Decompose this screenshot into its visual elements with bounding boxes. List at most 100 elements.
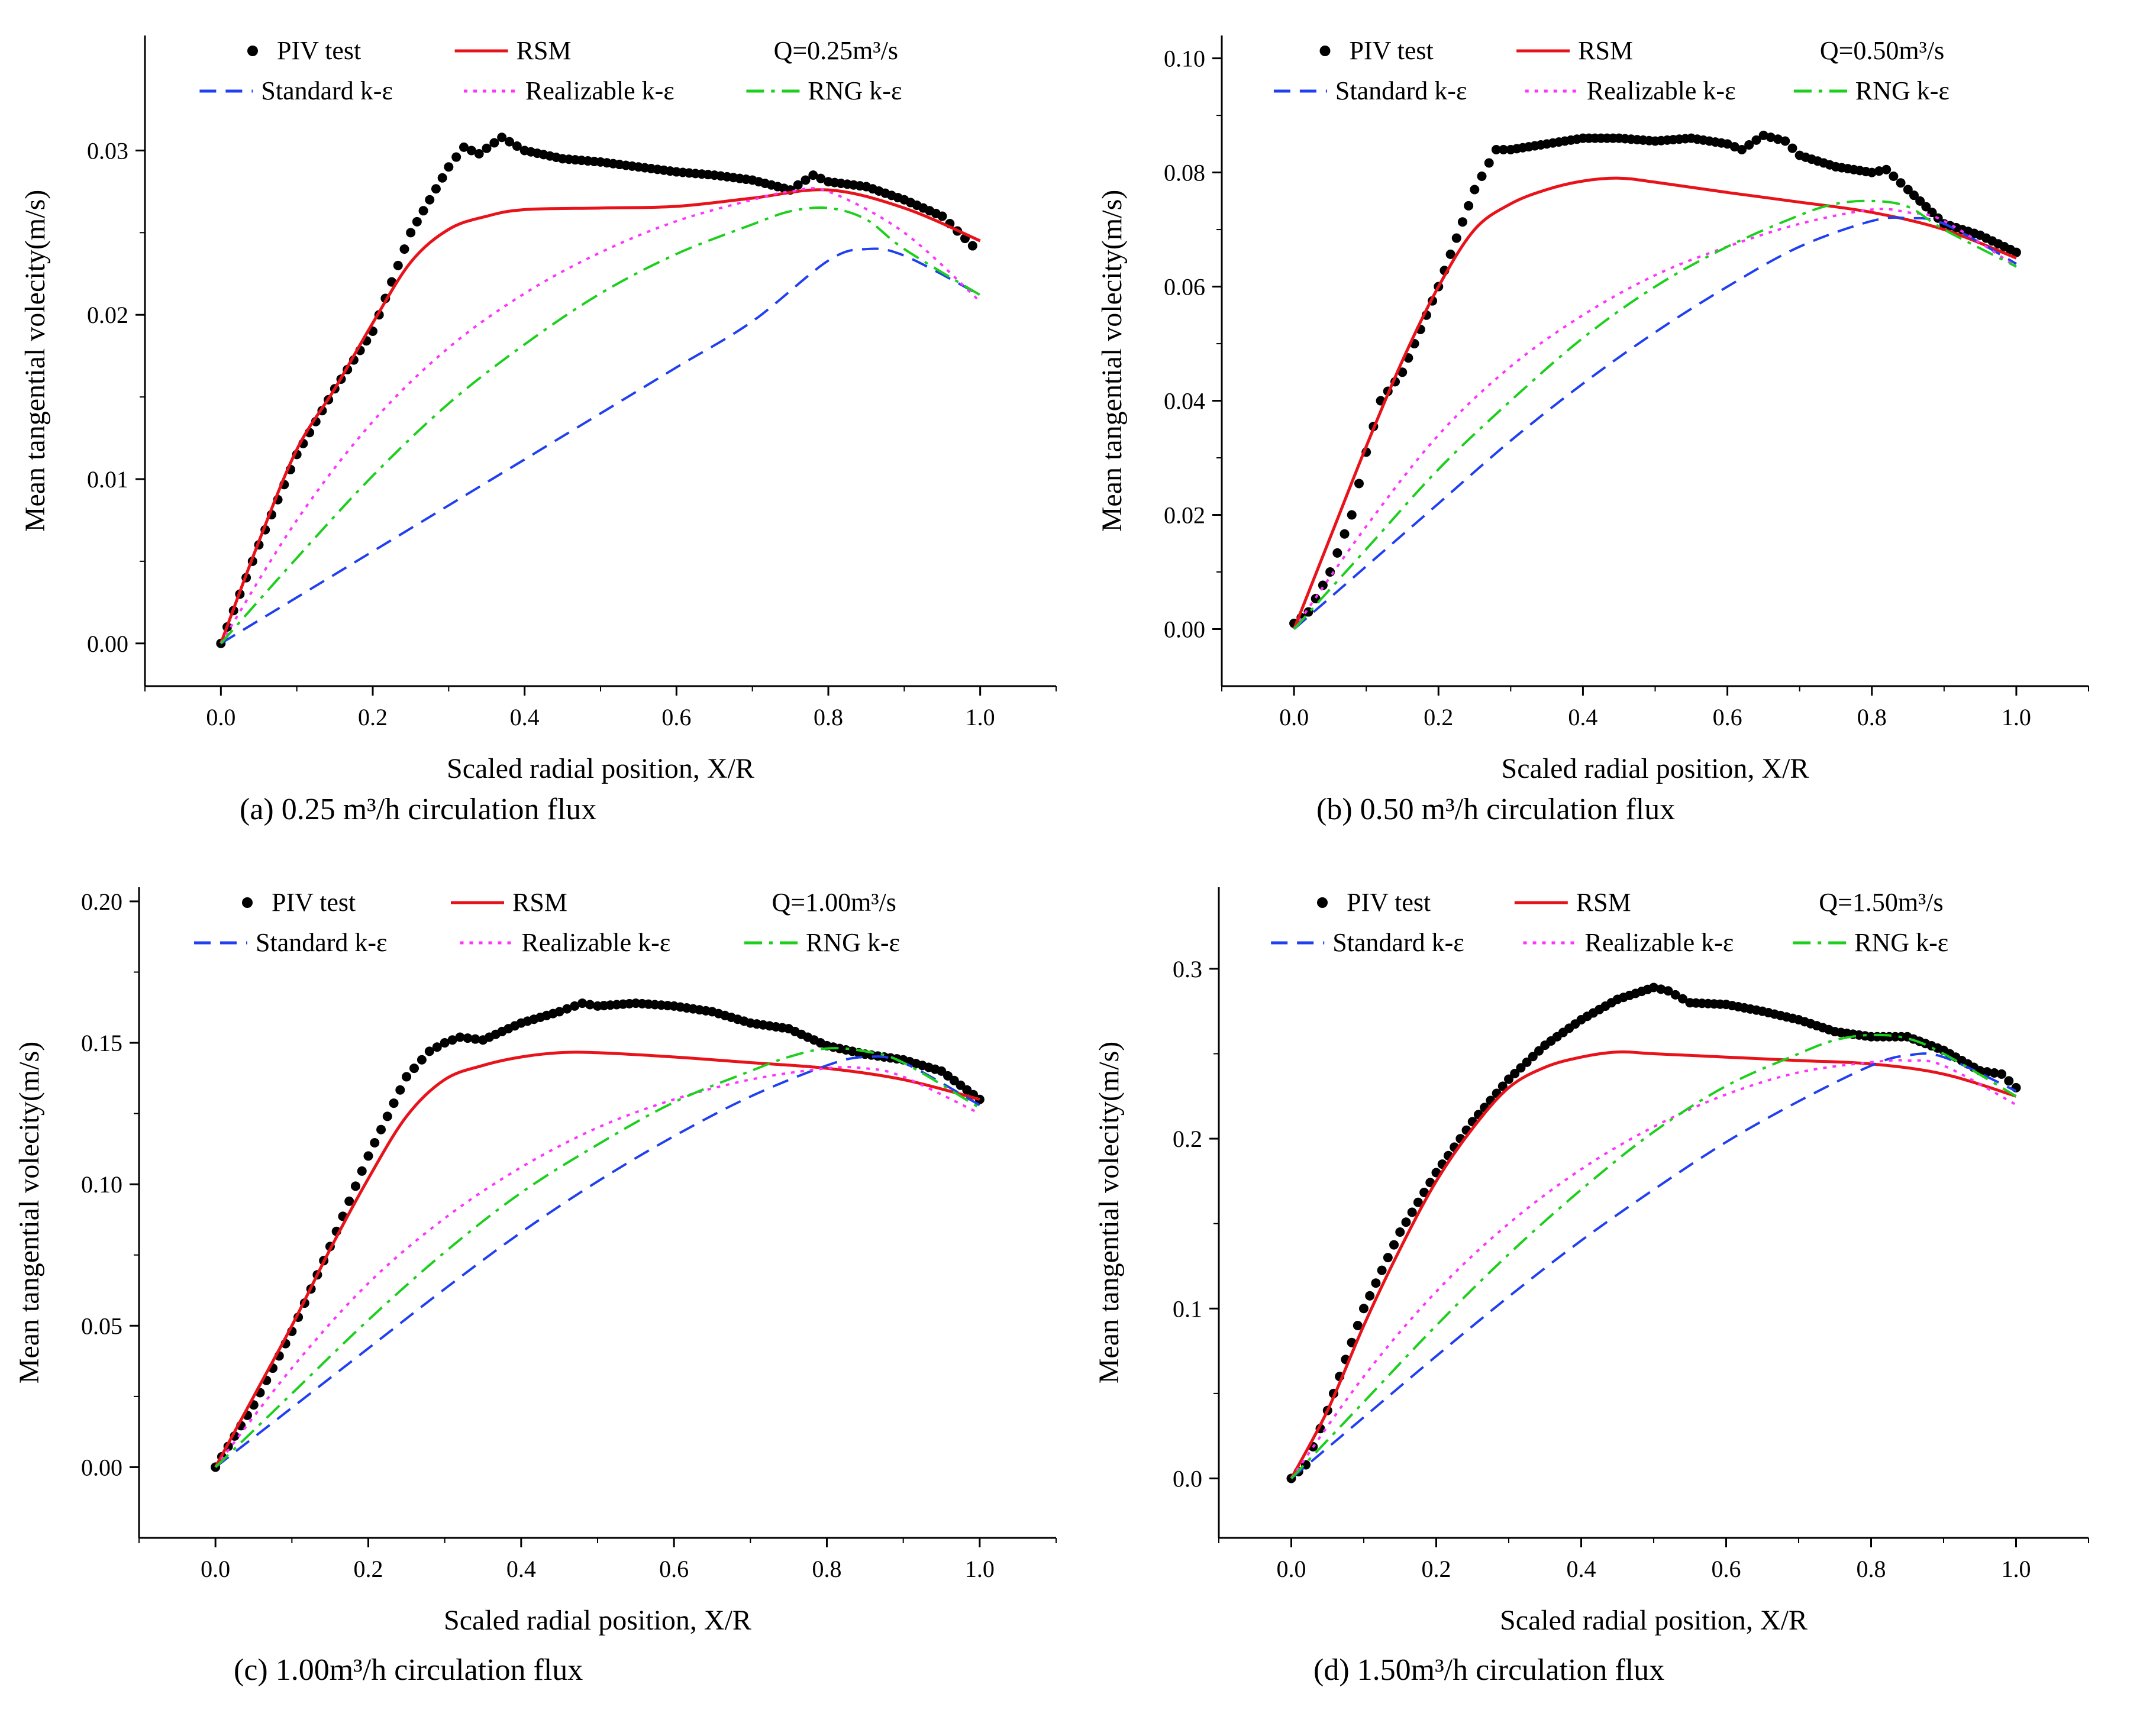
piv-point — [1397, 367, 1408, 377]
piv-point — [1491, 144, 1501, 154]
series-piv-test — [1286, 982, 2021, 1483]
piv-point — [1903, 185, 1913, 195]
legend: PIV test RSM Standard k-ε Realizable k-ε RNG… — [194, 888, 900, 957]
piv-point — [1663, 986, 1673, 996]
x-tick-label: 1.0 — [2002, 1556, 2031, 1582]
chart-panel-c: 0.0 0.2 0.4 0.6 0.8 1.0 0.00 0.05 0.10 0.15 0.20 Sc… — [14, 887, 1057, 1687]
panel-caption: (a) 0.25 m³/h circulation flux — [240, 793, 596, 826]
x-axis-title: Scaled radial position, X/R — [1502, 753, 1809, 784]
piv-point — [425, 195, 435, 205]
legend-marker-piv — [1317, 897, 1328, 908]
piv-point — [1401, 1217, 1411, 1227]
piv-point — [1881, 164, 1892, 174]
series-line-dash — [1290, 1052, 2017, 1480]
legend-label: RNG k-ε — [808, 76, 902, 105]
y-tick-label: 0.02 — [1164, 502, 1205, 529]
piv-point — [437, 173, 447, 183]
y-tick-label: 0.06 — [1164, 274, 1205, 300]
piv-point — [1909, 190, 1919, 201]
x-tick-label: 0.8 — [1857, 704, 1887, 730]
series-line-solid — [1290, 1050, 2017, 1479]
y-tick-label: 0.2 — [1173, 1126, 1202, 1152]
series-line-dashdot — [1290, 1033, 2017, 1479]
piv-point — [482, 143, 492, 153]
legend: PIV test RSM Standard k-ε Realizable k-ε RNG… — [199, 36, 902, 105]
piv-point — [1497, 1081, 1508, 1091]
piv-point — [1451, 233, 1461, 243]
legend-label: Standard k-ε — [256, 928, 388, 957]
legend-label: PIV test — [277, 36, 361, 65]
piv-point — [412, 216, 422, 227]
piv-point — [1340, 529, 1350, 539]
legend-marker-piv — [247, 46, 258, 56]
piv-point — [1332, 548, 1342, 558]
y-tick-label: 0.00 — [81, 1454, 122, 1481]
series-line-dashdot — [214, 1047, 980, 1468]
x-tick-label: 0.4 — [506, 1556, 536, 1582]
legend-label: Realizable k-ε — [1585, 928, 1734, 957]
y-tick-label: 0.01 — [87, 466, 128, 493]
y-tick-label: 0.15 — [81, 1030, 122, 1056]
piv-point — [474, 149, 484, 159]
piv-point — [1737, 144, 1747, 154]
piv-point — [1534, 1046, 1544, 1056]
x-axis-title: Scaled radial position, X/R — [444, 1605, 751, 1636]
flow-rate-annotation: Q=1.00m³/s — [772, 888, 896, 917]
piv-point — [376, 1124, 386, 1134]
piv-point — [2004, 1076, 2014, 1086]
piv-point — [350, 1181, 360, 1191]
legend-label: PIV test — [272, 888, 356, 917]
piv-point — [409, 1064, 419, 1074]
piv-point — [1445, 249, 1455, 259]
y-axis-title: Mean tangential volecity(m/s) — [14, 1042, 45, 1383]
piv-point — [447, 1035, 457, 1045]
x-tick-label: 0.2 — [358, 704, 388, 730]
piv-point — [432, 1042, 442, 1052]
piv-point — [1499, 144, 1509, 154]
x-tick-label: 0.0 — [201, 1556, 230, 1582]
x-tick-label: 0.2 — [1422, 1556, 1451, 1582]
piv-point — [1522, 1057, 1532, 1067]
piv-point — [455, 1032, 465, 1042]
y-tick-label: 0.00 — [1164, 616, 1205, 643]
legend-label: PIV test — [1350, 36, 1434, 65]
y-tick-label: 0.00 — [87, 631, 128, 657]
x-tick-label: 0.2 — [1424, 704, 1453, 730]
legend-label: PIV test — [1347, 888, 1431, 917]
y-tick-label: 0.3 — [1173, 956, 1202, 982]
series-line-solid — [1292, 176, 2017, 630]
x-tick-label: 0.0 — [206, 704, 235, 730]
series-line-solid — [219, 188, 981, 644]
series-line-dash — [220, 247, 981, 645]
piv-point — [585, 1000, 595, 1010]
piv-point — [1395, 1227, 1405, 1237]
piv-point — [1889, 172, 1899, 182]
piv-point — [1419, 1188, 1429, 1198]
series-line-dashdot — [1293, 199, 2017, 630]
piv-point — [406, 228, 416, 238]
piv-point — [1780, 136, 1790, 146]
piv-point — [382, 1111, 392, 1121]
y-tick-label: 0.08 — [1164, 160, 1205, 186]
x-tick-label: 0.8 — [812, 1556, 842, 1582]
x-tick-label: 0.4 — [510, 704, 540, 730]
legend-label: RNG k-ε — [1855, 76, 1950, 105]
piv-point — [1787, 143, 1797, 153]
piv-point — [505, 137, 514, 147]
piv-point — [1477, 172, 1487, 182]
piv-point — [1997, 1069, 2006, 1079]
piv-point — [402, 1072, 412, 1082]
piv-point — [1359, 1304, 1369, 1314]
piv-point — [1464, 201, 1474, 211]
piv-point — [1915, 196, 1925, 206]
series-line-dot — [1293, 208, 2017, 630]
piv-point — [395, 1085, 405, 1095]
x-tick-label: 0.4 — [1568, 704, 1597, 730]
piv-point — [1510, 1068, 1520, 1078]
legend-label: Realizable k-ε — [1587, 76, 1736, 105]
x-tick-label: 1.0 — [965, 1556, 995, 1582]
series-line-dashdot — [220, 206, 981, 645]
flow-rate-annotation: Q=0.50m³/s — [1820, 36, 1944, 65]
piv-point — [1758, 130, 1768, 140]
